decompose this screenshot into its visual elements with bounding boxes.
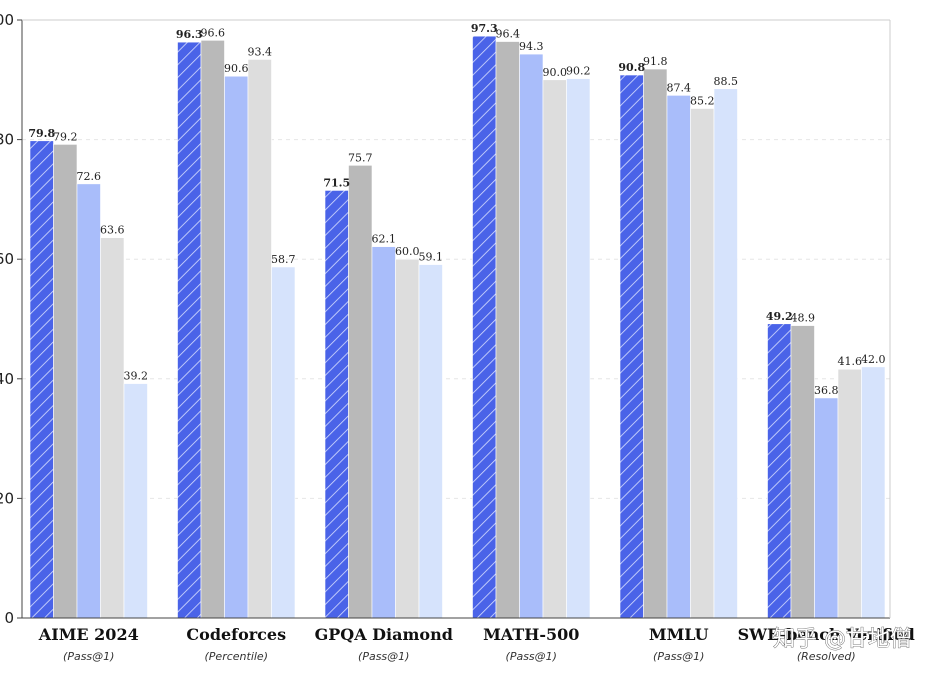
bar-value-label: 90.8 xyxy=(618,61,645,74)
bar-value-label: 90.6 xyxy=(224,62,249,75)
category-label: Codeforces xyxy=(186,625,286,644)
bar xyxy=(542,79,567,619)
labels: 79.879.2 72.6 63.6 39.2 AIME 2024 (Pass@1) 96.… xyxy=(28,22,915,663)
category-metric-label: (Pass@1) xyxy=(358,650,409,663)
bar xyxy=(395,258,420,619)
bar xyxy=(418,264,443,619)
bar-value-label: 63.6 xyxy=(100,224,125,237)
bar-value-label: 48.9 xyxy=(791,312,816,325)
category-metric-label: (Percentile) xyxy=(205,650,269,663)
bar xyxy=(29,140,54,619)
bar xyxy=(472,35,497,619)
bar xyxy=(837,368,862,619)
bar xyxy=(814,397,839,619)
bar-value-label: 39.2 xyxy=(124,370,149,383)
bar-value-label: 58.7 xyxy=(271,253,296,266)
bar-value-label: 94.3 xyxy=(519,40,544,53)
bar xyxy=(100,237,125,619)
bar-value-label: 93.4 xyxy=(248,45,273,58)
bar-value-label: 85.2 xyxy=(690,95,715,108)
y-tick-label: 60 xyxy=(0,250,14,268)
bar-value-label: 90.2 xyxy=(566,65,591,78)
bar xyxy=(53,144,78,619)
gridlines xyxy=(22,19,890,499)
y-tick-label: 40 xyxy=(0,370,14,388)
bar xyxy=(200,40,225,619)
bar-value-label: 75.7 xyxy=(348,151,373,164)
bar-value-label: 71.5 xyxy=(323,176,350,189)
axes: 0 20 40 60 80 100 xyxy=(0,11,891,627)
bar-value-label: 36.8 xyxy=(814,384,839,397)
category-metric-label: (Pass@1) xyxy=(506,650,557,663)
bar xyxy=(495,41,520,619)
bar-value-label: 72.6 xyxy=(77,170,102,183)
category-label: MATH-500 xyxy=(483,625,579,644)
y-tick-label: 0 xyxy=(4,609,14,627)
category-metric-label: (Pass@1) xyxy=(63,650,114,663)
watermark: 知乎 @甘地僧 xyxy=(773,627,912,652)
bars xyxy=(29,35,886,619)
bar-value-label: 62.1 xyxy=(372,233,397,246)
category-label: SWE-bench Verified xyxy=(738,625,915,644)
bar xyxy=(690,108,715,619)
bar-value-label: 90.0 xyxy=(543,66,568,79)
bar xyxy=(224,75,249,619)
bar xyxy=(324,190,349,619)
category-label: AIME 2024 xyxy=(38,625,139,644)
bar xyxy=(247,59,272,619)
bar xyxy=(271,266,296,619)
bar-value-label: 96.3 xyxy=(176,28,203,41)
bar-value-label: 88.5 xyxy=(714,75,739,88)
bar xyxy=(123,383,148,619)
y-tick-label: 20 xyxy=(0,489,14,507)
y-tick-label: 100 xyxy=(0,11,14,29)
bar-value-label: 79.8 xyxy=(28,127,55,140)
category-label: MMLU xyxy=(649,625,709,644)
bar-value-label: 96.4 xyxy=(496,28,521,41)
bar xyxy=(177,41,202,619)
bar-value-label: 60.0 xyxy=(395,245,420,258)
bar xyxy=(666,95,691,619)
bar xyxy=(566,78,591,619)
bar xyxy=(76,183,101,619)
bar xyxy=(861,366,886,619)
category-metric-label: (Pass@1) xyxy=(653,650,704,663)
bar-value-label: 59.1 xyxy=(419,251,444,264)
bar-value-label: 42.0 xyxy=(861,353,886,366)
bar-value-label: 91.8 xyxy=(643,55,668,68)
bar xyxy=(643,68,668,619)
category-metric-label: (Resolved) xyxy=(797,650,856,663)
bar-value-label: 41.6 xyxy=(838,355,863,368)
bar xyxy=(790,325,815,619)
bar xyxy=(713,88,738,619)
y-tick-label: 80 xyxy=(0,131,14,149)
bar xyxy=(619,74,644,619)
bar-value-label: 49.2 xyxy=(766,310,793,323)
bar xyxy=(348,165,373,619)
bar-value-label: 79.2 xyxy=(53,130,78,143)
bar xyxy=(519,53,544,619)
bar-value-label: 87.4 xyxy=(667,81,692,94)
category-label: GPQA Diamond xyxy=(315,625,453,644)
bar xyxy=(371,246,396,619)
bar xyxy=(767,323,792,619)
bar-value-label: 96.6 xyxy=(201,26,226,39)
bar-value-label: 97.3 xyxy=(471,22,498,35)
